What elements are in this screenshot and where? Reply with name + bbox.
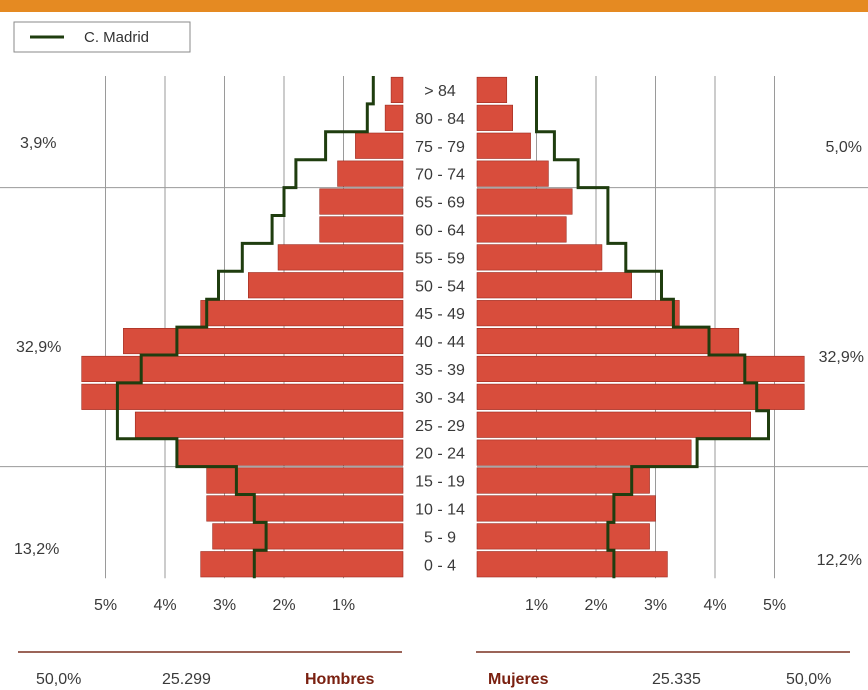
bar-mujeres-11 <box>476 244 603 271</box>
bar-hombres-8 <box>123 327 404 355</box>
x-tick-right: 1% <box>525 597 548 614</box>
age-label: 0 - 4 <box>424 557 456 574</box>
bar-mujeres-3 <box>476 467 650 494</box>
age-label: 5 - 9 <box>424 529 456 546</box>
bar-mujeres-9 <box>476 300 680 327</box>
bar-hombres-12 <box>319 216 404 243</box>
bar-mujeres-7 <box>476 355 805 383</box>
bar-hombres-13 <box>319 188 404 215</box>
x-tick-left: 4% <box>153 597 176 614</box>
bar-hombres-0 <box>200 551 404 578</box>
footer-left-sex: Hombres <box>305 671 374 688</box>
x-tick-left: 2% <box>272 597 295 614</box>
bar-hombres-1 <box>212 523 404 550</box>
age-label: 50 - 54 <box>415 278 465 295</box>
bar-hombres-7 <box>81 355 404 383</box>
age-label: 30 - 34 <box>415 390 465 407</box>
bar-hombres-16 <box>384 104 404 131</box>
bar-hombres-6 <box>81 383 404 410</box>
age-labels: 0 - 4 5 - 9 10 - 14 15 - 19 20 - 24 25 - 29 30… <box>415 83 465 574</box>
age-label: 45 - 49 <box>415 306 465 323</box>
legend-label: C. Madrid <box>84 29 149 46</box>
footer-right-count: 25.335 <box>652 671 701 688</box>
bar-mujeres-5 <box>476 411 752 438</box>
group-label-left-adult: 32,9% <box>16 339 61 356</box>
footer-left-count: 25.299 <box>162 671 211 688</box>
x-tick-right: 4% <box>703 597 726 614</box>
x-tick-right: 3% <box>644 597 667 614</box>
x-tick-left: 3% <box>213 597 236 614</box>
age-label: 35 - 39 <box>415 362 465 379</box>
age-label: 65 - 69 <box>415 195 465 212</box>
bar-hombres-4 <box>176 439 404 466</box>
bar-mujeres-16 <box>476 104 514 131</box>
bar-hombres-3 <box>206 467 404 494</box>
age-label: 80 - 84 <box>415 111 465 128</box>
age-label: > 84 <box>424 83 456 100</box>
group-label-left-young: 13,2% <box>14 541 59 558</box>
bar-hombres-15 <box>355 132 404 159</box>
bar-mujeres-0 <box>476 551 668 578</box>
age-label: 25 - 29 <box>415 418 465 435</box>
bar-hombres-17 <box>390 76 404 103</box>
age-label: 10 - 14 <box>415 501 465 518</box>
x-tick-labels: 5% 4% 3% 2% 1% 1% 2% 3% 4% 5% <box>94 597 786 614</box>
x-tick-right: 2% <box>584 597 607 614</box>
bar-hombres-14 <box>337 160 404 187</box>
x-tick-left: 5% <box>94 597 117 614</box>
bars <box>81 76 805 578</box>
group-label-right-young: 12,2% <box>817 552 862 569</box>
age-label: 40 - 44 <box>415 334 465 351</box>
age-label: 75 - 79 <box>415 139 465 156</box>
age-label: 60 - 64 <box>415 222 465 239</box>
footer-right-percent: 50,0% <box>786 671 831 688</box>
footer-right-sex: Mujeres <box>488 671 549 688</box>
age-label: 15 - 19 <box>415 474 465 491</box>
bar-mujeres-15 <box>476 132 531 159</box>
x-tick-right: 5% <box>763 597 786 614</box>
legend: C. Madrid <box>13 21 191 53</box>
outline-madrid-hombres <box>115 76 375 579</box>
comparison-outlines <box>115 76 770 579</box>
bar-mujeres-1 <box>476 523 650 550</box>
bar-mujeres-14 <box>476 160 549 187</box>
footer-left-percent: 50,0% <box>36 671 81 688</box>
group-label-left-old: 3,9% <box>20 135 56 152</box>
bar-hombres-2 <box>206 495 404 522</box>
bar-mujeres-13 <box>476 188 573 215</box>
bar-mujeres-6 <box>476 383 805 410</box>
bar-mujeres-4 <box>476 439 692 466</box>
bar-mujeres-10 <box>476 272 632 299</box>
bar-hombres-5 <box>134 411 404 438</box>
age-label: 20 - 24 <box>415 446 465 463</box>
age-label: 70 - 74 <box>415 167 465 184</box>
group-labels: 3,9% 32,9% 13,2% 5,0% 32,9% 12,2% <box>14 135 864 569</box>
bar-mujeres-12 <box>476 216 567 243</box>
gridlines <box>0 76 868 579</box>
bar-mujeres-17 <box>476 76 508 103</box>
age-label: 55 - 59 <box>415 250 465 267</box>
outline-madrid-mujeres <box>535 76 770 579</box>
group-label-right-old: 5,0% <box>826 139 862 156</box>
group-label-right-adult: 32,9% <box>819 349 864 366</box>
footer: 50,0% 25.299 Hombres Mujeres 25.335 50,0… <box>18 651 850 688</box>
bar-hombres-10 <box>248 272 404 299</box>
bar-hombres-11 <box>277 244 404 271</box>
x-tick-left: 1% <box>332 597 355 614</box>
bar-mujeres-8 <box>476 327 740 355</box>
bar-mujeres-2 <box>476 495 656 522</box>
bar-hombres-9 <box>200 300 404 327</box>
top-band <box>0 0 868 12</box>
